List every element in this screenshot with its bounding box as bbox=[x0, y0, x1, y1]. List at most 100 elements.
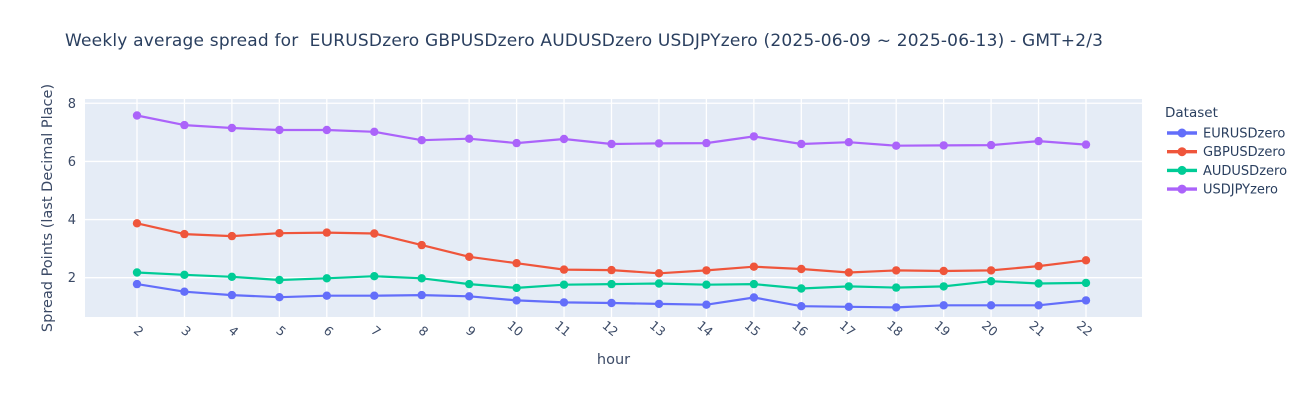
data-point[interactable] bbox=[654, 269, 664, 278]
data-point[interactable] bbox=[939, 266, 948, 276]
data-point[interactable] bbox=[559, 280, 569, 289]
data-point[interactable] bbox=[370, 127, 379, 136]
data-point[interactable] bbox=[749, 132, 759, 141]
data-point[interactable] bbox=[654, 139, 664, 148]
data-point[interactable] bbox=[1081, 256, 1091, 265]
data-point[interactable] bbox=[654, 279, 664, 288]
data-point[interactable] bbox=[986, 140, 996, 150]
data-point[interactable] bbox=[512, 259, 521, 268]
data-point[interactable] bbox=[844, 302, 853, 311]
data-point[interactable] bbox=[749, 293, 759, 302]
data-point[interactable] bbox=[1034, 261, 1043, 271]
data-point[interactable] bbox=[227, 123, 237, 133]
data-point[interactable] bbox=[1034, 136, 1043, 146]
legend-item-USDJPYzero[interactable]: USDJPYzero bbox=[1167, 183, 1278, 198]
data-point[interactable] bbox=[417, 274, 426, 283]
x-tick-label: 19 bbox=[932, 318, 954, 340]
data-point[interactable] bbox=[559, 298, 569, 307]
x-tick-label: 18 bbox=[884, 318, 906, 340]
data-point[interactable] bbox=[322, 291, 331, 300]
data-point[interactable] bbox=[559, 134, 569, 144]
data-point[interactable] bbox=[797, 139, 806, 149]
data-point[interactable] bbox=[1081, 140, 1091, 149]
x-axis-title: hour bbox=[597, 352, 630, 368]
data-point[interactable] bbox=[180, 287, 189, 296]
data-point[interactable] bbox=[322, 228, 331, 237]
data-point[interactable] bbox=[607, 139, 616, 149]
data-point[interactable] bbox=[654, 299, 664, 309]
legend-item-GBPUSDzero[interactable]: GBPUSDzero bbox=[1167, 145, 1285, 160]
data-point[interactable] bbox=[1034, 279, 1043, 288]
data-point[interactable] bbox=[844, 282, 853, 291]
data-point[interactable] bbox=[322, 125, 331, 135]
data-point[interactable] bbox=[607, 265, 616, 275]
data-point[interactable] bbox=[797, 302, 806, 311]
data-point[interactable] bbox=[892, 303, 901, 312]
data-point[interactable] bbox=[559, 265, 569, 274]
data-point[interactable] bbox=[227, 231, 237, 241]
data-point[interactable] bbox=[417, 240, 426, 250]
legend-item-AUDUSDzero[interactable]: AUDUSDzero bbox=[1167, 164, 1287, 179]
data-point[interactable] bbox=[749, 279, 759, 289]
data-point[interactable] bbox=[986, 277, 996, 286]
data-point[interactable] bbox=[702, 280, 711, 289]
data-point[interactable] bbox=[939, 282, 948, 291]
data-point[interactable] bbox=[1034, 301, 1043, 310]
data-point[interactable] bbox=[465, 279, 474, 289]
data-point[interactable] bbox=[180, 270, 189, 279]
data-point[interactable] bbox=[275, 229, 284, 238]
data-point[interactable] bbox=[512, 296, 521, 305]
data-point[interactable] bbox=[512, 283, 521, 293]
data-point[interactable] bbox=[607, 279, 616, 289]
legend-dot-marker bbox=[1177, 128, 1187, 138]
data-point[interactable] bbox=[986, 266, 996, 275]
data-point[interactable] bbox=[132, 219, 142, 228]
data-point[interactable] bbox=[370, 272, 379, 281]
data-point[interactable] bbox=[132, 111, 142, 120]
data-point[interactable] bbox=[1081, 296, 1091, 305]
data-point[interactable] bbox=[702, 300, 711, 309]
legend: Dataset EURUSDzero GBPUSDzero AUDUSDzero USD… bbox=[1165, 105, 1287, 198]
data-point[interactable] bbox=[275, 275, 284, 285]
data-point[interactable] bbox=[465, 292, 474, 301]
data-point[interactable] bbox=[275, 125, 284, 135]
data-point[interactable] bbox=[132, 268, 142, 277]
y-axis-ticks: 2 4 6 8 bbox=[68, 97, 76, 286]
data-point[interactable] bbox=[227, 272, 237, 281]
data-point[interactable] bbox=[797, 264, 806, 274]
data-point[interactable] bbox=[370, 291, 379, 300]
data-point[interactable] bbox=[986, 301, 996, 310]
data-point[interactable] bbox=[1081, 278, 1091, 288]
data-point[interactable] bbox=[892, 266, 901, 275]
legend-item-EURUSDzero[interactable]: EURUSDzero bbox=[1167, 127, 1285, 142]
data-point[interactable] bbox=[939, 301, 948, 310]
data-point[interactable] bbox=[370, 229, 379, 238]
x-axis-ticks: 2 3 4 5 6 7 8 9 10 11 12 13 14 15 16 17 18 19 20 21 22 bbox=[131, 318, 1096, 340]
data-point[interactable] bbox=[465, 134, 474, 143]
data-point[interactable] bbox=[607, 298, 616, 308]
data-point[interactable] bbox=[322, 274, 331, 283]
data-point[interactable] bbox=[180, 120, 189, 130]
series-EURUSDzero bbox=[132, 279, 1091, 312]
data-point[interactable] bbox=[749, 262, 759, 271]
data-point[interactable] bbox=[892, 283, 901, 292]
x-tick-label: 3 bbox=[178, 323, 194, 340]
data-point[interactable] bbox=[702, 138, 711, 148]
y-tick-label: 8 bbox=[68, 97, 76, 112]
data-point[interactable] bbox=[227, 290, 237, 300]
data-point[interactable] bbox=[939, 141, 948, 150]
data-point[interactable] bbox=[417, 136, 426, 145]
series-GBPUSDzero bbox=[132, 219, 1091, 278]
data-point[interactable] bbox=[844, 268, 853, 277]
data-point[interactable] bbox=[132, 279, 142, 289]
data-point[interactable] bbox=[892, 141, 901, 150]
data-point[interactable] bbox=[844, 138, 853, 147]
data-point[interactable] bbox=[417, 290, 426, 300]
data-point[interactable] bbox=[275, 293, 284, 302]
data-point[interactable] bbox=[512, 138, 521, 148]
data-point[interactable] bbox=[465, 252, 474, 261]
data-point[interactable] bbox=[797, 284, 806, 293]
data-point[interactable] bbox=[702, 266, 711, 275]
data-point[interactable] bbox=[180, 229, 189, 239]
